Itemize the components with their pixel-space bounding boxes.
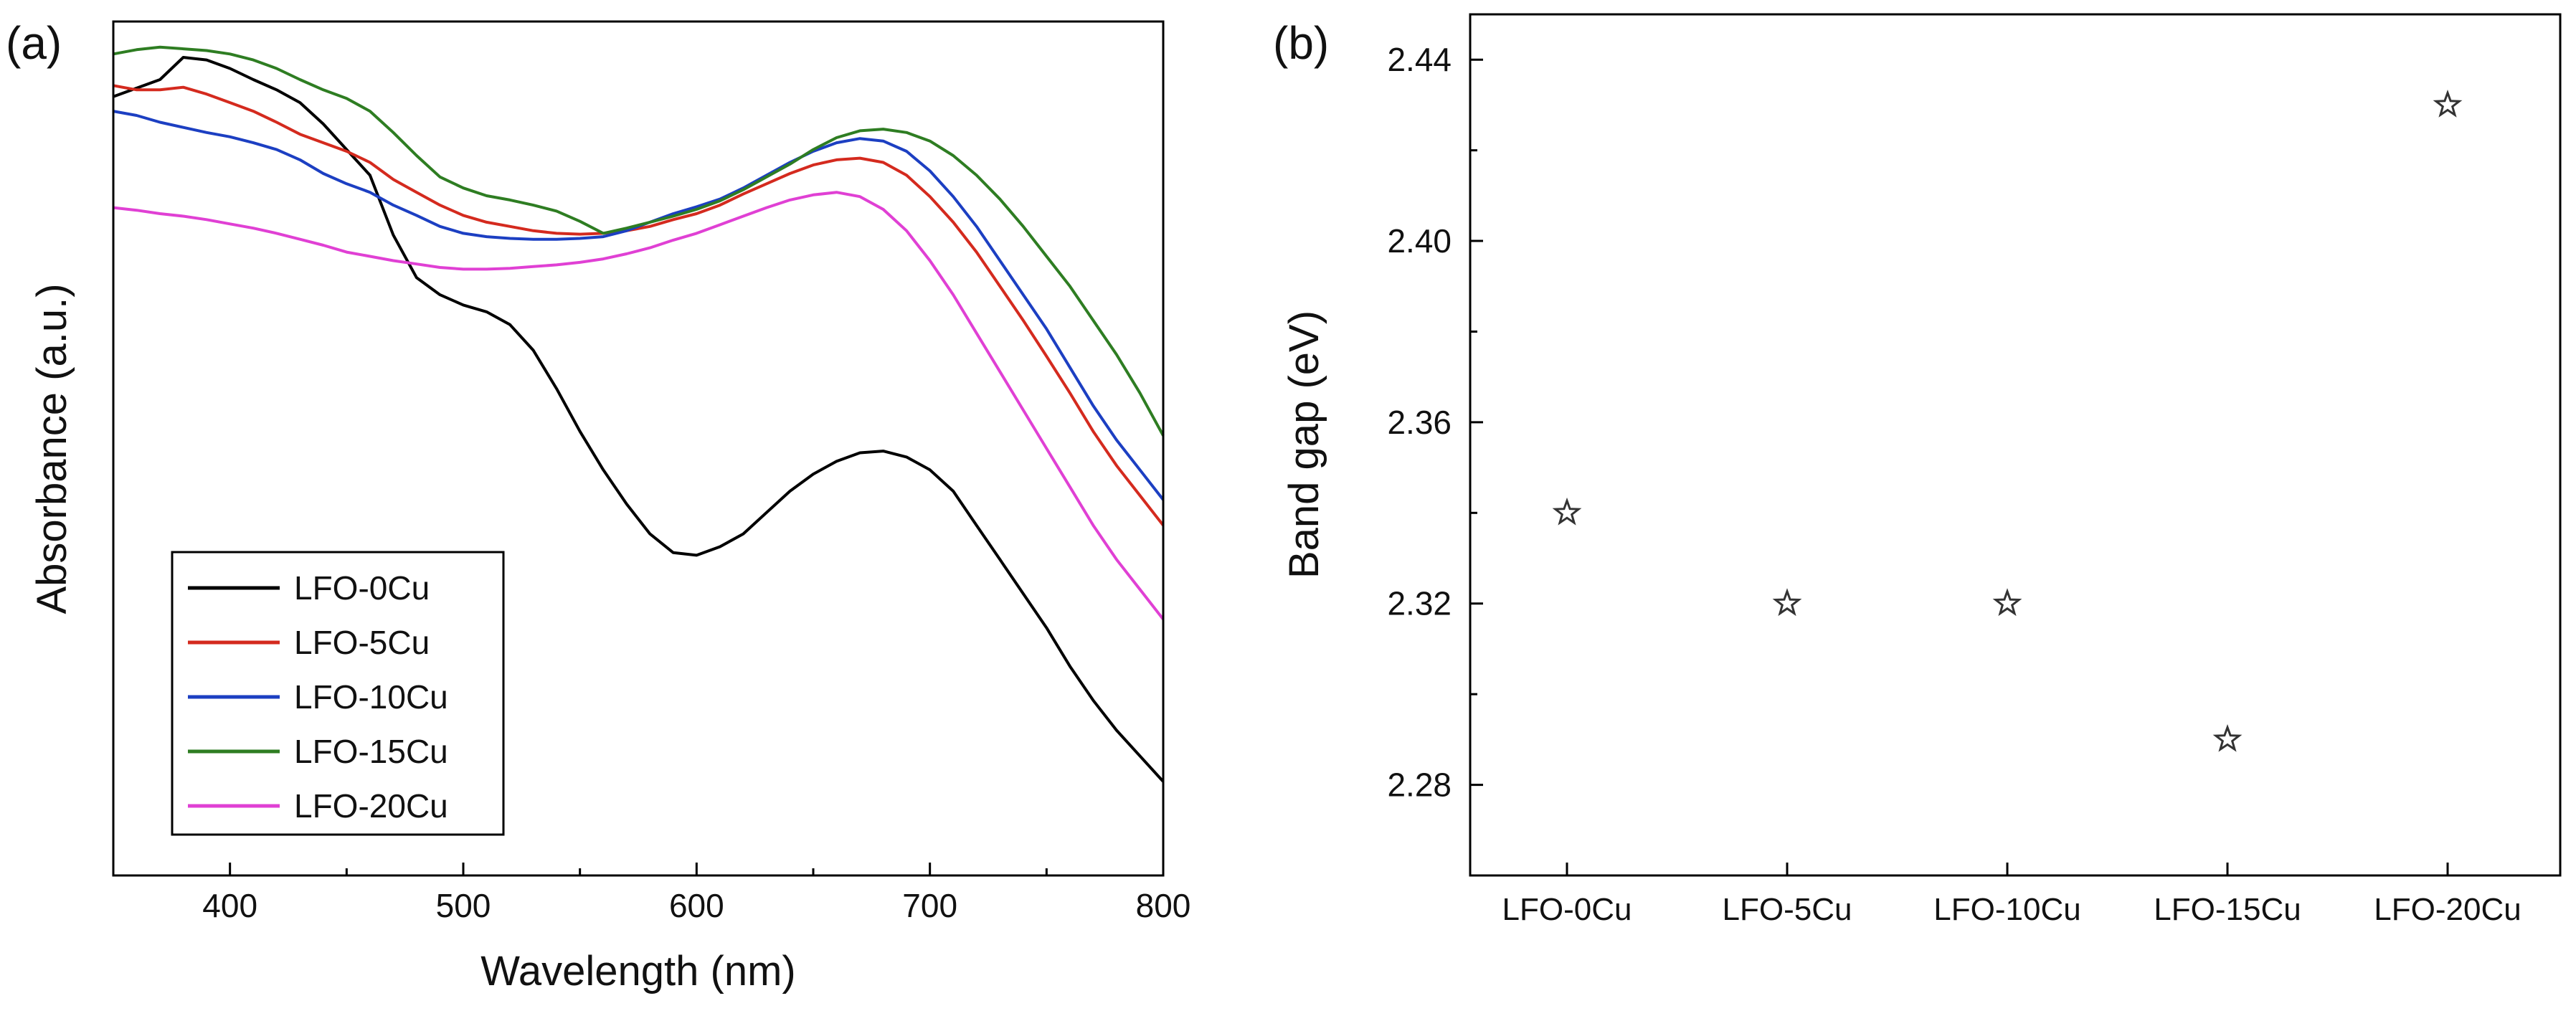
bandgap-star-lfo-0cu (1552, 497, 1582, 526)
series-line-lfo-15cu (113, 45, 1165, 437)
bandgap-star-lfo-20cu (2433, 89, 2463, 118)
y-tick-label: 2.28 (1387, 766, 1452, 804)
absorbance-lines (113, 45, 1165, 783)
bandgap-points (1552, 89, 2463, 752)
panel-a-label: (a) (6, 17, 62, 69)
bandgap-star-lfo-5cu (1772, 588, 1802, 617)
x-tick-label: 500 (436, 887, 491, 924)
legend-label: LFO-0Cu (294, 569, 430, 607)
y-tick-label: 2.44 (1387, 41, 1452, 78)
panel-a-x-axis-title: Wavelength (nm) (480, 948, 795, 994)
x-category-label: LFO-15Cu (2154, 892, 2301, 927)
series-line-lfo-20cu (113, 191, 1165, 620)
panel-b-x-ticks: LFO-0Cu LFO-5Cu LFO-10Cu LFO-15Cu LFO-20Cu (1502, 863, 2521, 927)
series-line-lfo-10cu (113, 110, 1165, 501)
legend-label: LFO-5Cu (294, 624, 430, 661)
panel-b-bandgap-chart: (b) 2.282.322.362.402.44 LFO-0Cu LFO-5Cu L… (1273, 13, 2562, 927)
x-tick-label: 600 (669, 887, 724, 924)
series-line-lfo-0cu (113, 56, 1165, 783)
x-tick-label: 800 (1136, 887, 1191, 924)
bandgap-star-lfo-10cu (1992, 588, 2022, 617)
bandgap-star-lfo-15cu (2212, 724, 2243, 752)
legend: LFO-0Cu LFO-5Cu LFO-10Cu LFO-15Cu LFO-20Cu (171, 551, 505, 836)
legend-label: LFO-10Cu (294, 678, 448, 716)
x-category-label: LFO-20Cu (2374, 892, 2521, 927)
series-line-lfo-5cu (113, 84, 1165, 526)
y-tick-label: 2.36 (1387, 404, 1452, 441)
legend-label: LFO-20Cu (294, 787, 448, 825)
panel-b-plot-frame (1469, 13, 2562, 877)
legend-label: LFO-15Cu (294, 733, 448, 770)
panel-b-y-ticks: 2.28 2.32 2.36 2.40 2.44 (1387, 41, 1483, 804)
y-tick-label: 2.32 (1387, 585, 1452, 622)
x-category-label: LFO-10Cu (1933, 892, 2080, 927)
x-category-label: LFO-0Cu (1502, 892, 1632, 927)
x-category-label: LFO-5Cu (1723, 892, 1852, 927)
panel-b-y-axis-title: Band gap (eV) (1281, 310, 1327, 579)
legend-box (171, 551, 505, 836)
x-tick-label: 400 (202, 887, 257, 924)
panel-a-y-axis-title: Absorbance (a.u.) (29, 283, 75, 614)
panel-a-x-ticks: 400 500 600 700 800 (112, 863, 1191, 924)
panel-a-plot-frame (112, 20, 1165, 877)
y-tick-label: 2.40 (1387, 222, 1452, 260)
panel-b-label: (b) (1273, 17, 1329, 69)
x-tick-label: 700 (902, 887, 957, 924)
panel-a-absorbance-chart: (a) 400 500 600 700 800 Wavelength (nm) Abso… (6, 17, 1190, 994)
